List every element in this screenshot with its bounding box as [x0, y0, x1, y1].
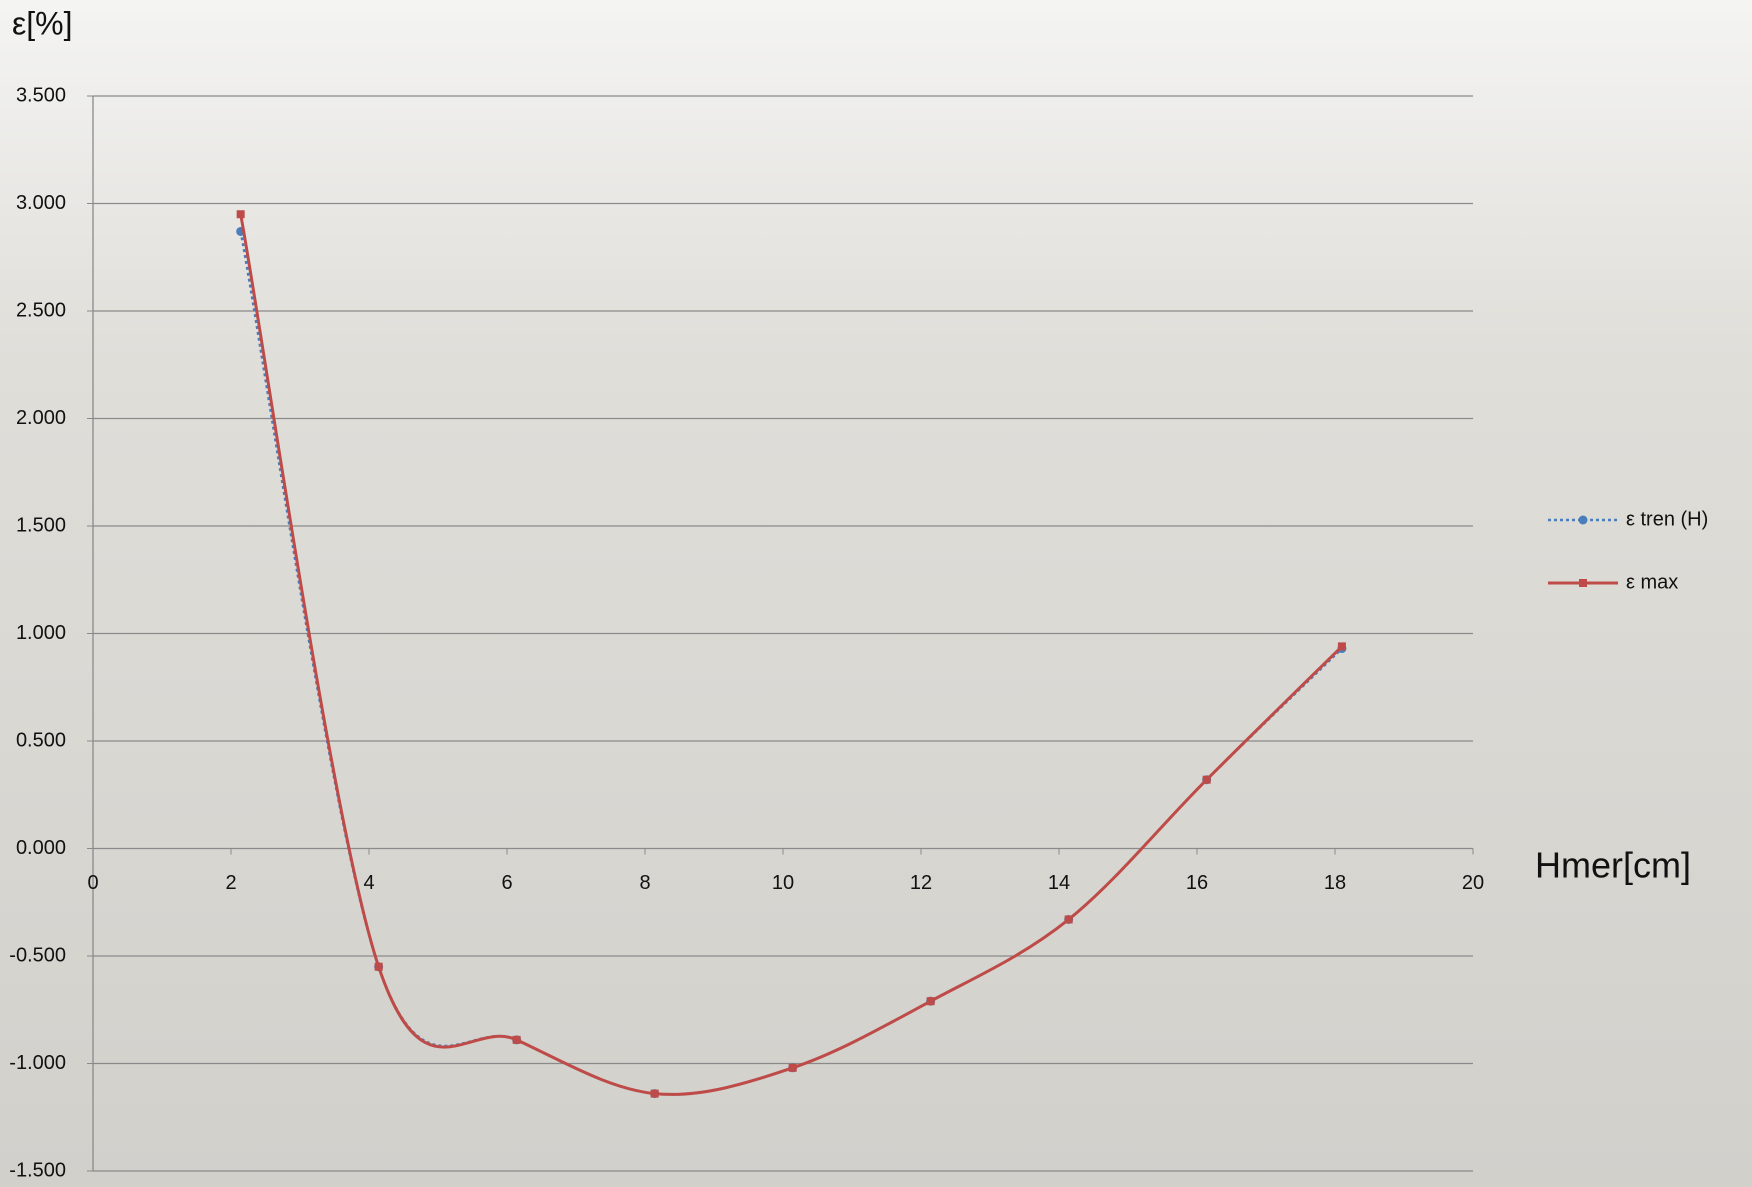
x-tick-label: 14 [1048, 872, 1070, 894]
x-tick-label: 18 [1324, 872, 1346, 894]
point [926, 997, 935, 1006]
point [374, 962, 383, 971]
legend-label: ε tren (H) [1626, 508, 1708, 530]
legend-marker [1578, 515, 1588, 525]
point [1202, 775, 1211, 784]
x-tick-label: 0 [87, 872, 98, 894]
x-tick-label: 8 [639, 872, 650, 894]
legend-marker [1579, 579, 1587, 587]
point [788, 1063, 797, 1072]
y-tick-label: 2.000 [16, 407, 66, 429]
x-tick-label: 12 [910, 872, 932, 894]
point [1064, 915, 1073, 924]
x-axis-title: Hmer[cm] [1535, 845, 1691, 886]
y-tick-label: -0.500 [9, 944, 66, 966]
x-tick-label: 6 [501, 872, 512, 894]
x-tick-label: 20 [1462, 872, 1484, 894]
y-tick-label: 3.500 [16, 84, 66, 106]
series-line [239, 213, 1343, 1096]
y-tick-label: 1.500 [16, 514, 66, 536]
y-tick-label: 0.000 [16, 837, 66, 859]
point [236, 210, 245, 219]
legend-label: ε max [1626, 571, 1678, 593]
point [512, 1035, 521, 1044]
y-tick-label: 2.500 [16, 299, 66, 321]
point [1337, 642, 1346, 651]
x-tick-label: 4 [363, 872, 374, 894]
y-tick-label: -1.500 [9, 1159, 66, 1181]
x-tick-label: 2 [225, 872, 236, 894]
y-tick-label: 0.500 [16, 729, 66, 751]
point [650, 1089, 659, 1098]
y-tick-label: -1.000 [9, 1052, 66, 1074]
y-tick-label: 3.000 [16, 192, 66, 214]
y-tick-label: 1.000 [16, 622, 66, 644]
y-axis-title: ε[%] [12, 5, 73, 41]
x-tick-label: 10 [772, 872, 794, 894]
x-tick-label: 16 [1186, 872, 1208, 894]
